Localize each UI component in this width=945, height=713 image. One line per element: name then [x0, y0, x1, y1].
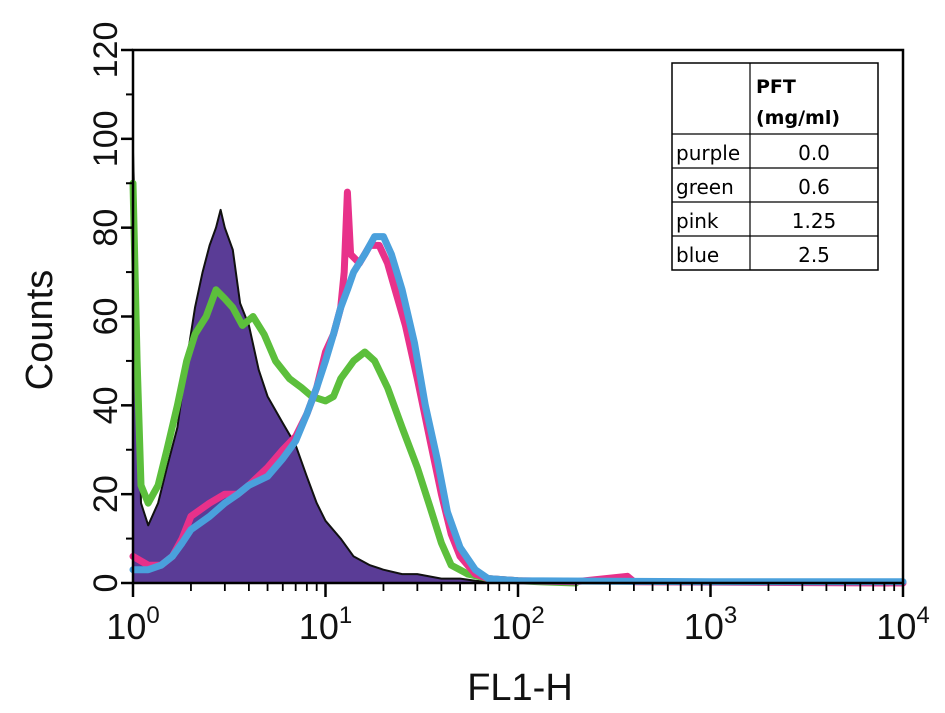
legend-value-pink: 1.25: [792, 209, 837, 233]
series-purple-fill: [133, 152, 500, 583]
x-tick-label: 101: [299, 602, 352, 647]
tick-labels: 0 20 40 60 80 100 120 100 101 102 103 104: [87, 22, 930, 647]
legend-table: PFT (mg/ml) purple 0.0 green 0.6 pink 1.…: [671, 62, 879, 271]
axes: [121, 48, 905, 597]
plot-area: [129, 152, 907, 587]
legend-label-blue: blue: [676, 243, 719, 267]
x-axis-title: FL1-H: [467, 667, 573, 709]
x-tick-label: 100: [106, 602, 159, 647]
legend-label-pink: pink: [676, 209, 719, 233]
series-green-line: [129, 179, 580, 587]
y-tick-label: 60: [87, 298, 125, 336]
legend-header-line-1: PFT: [756, 76, 796, 98]
y-tick-label: 120: [87, 22, 125, 79]
legend-label-purple: purple: [676, 141, 740, 165]
y-tick-label: 20: [87, 475, 125, 513]
series-purple-outline: [132, 152, 500, 584]
legend-header-line-2: (mg/ml): [756, 107, 840, 129]
series-blue-line: [129, 233, 907, 586]
legend-value-blue: 2.5: [798, 243, 830, 267]
x-tick-label: 103: [684, 602, 737, 647]
y-tick-label: 80: [87, 209, 125, 247]
y-tick-label: 100: [87, 110, 125, 167]
x-tick-label: 102: [491, 602, 544, 647]
y-tick-label: 40: [87, 386, 125, 424]
y-axis-title: Counts: [19, 270, 61, 390]
legend-value-purple: 0.0: [798, 141, 830, 165]
x-tick-label: 104: [876, 602, 929, 647]
legend-label-green: green: [676, 175, 734, 199]
y-tick-label: 0: [87, 574, 125, 593]
legend-value-green: 0.6: [798, 175, 830, 199]
